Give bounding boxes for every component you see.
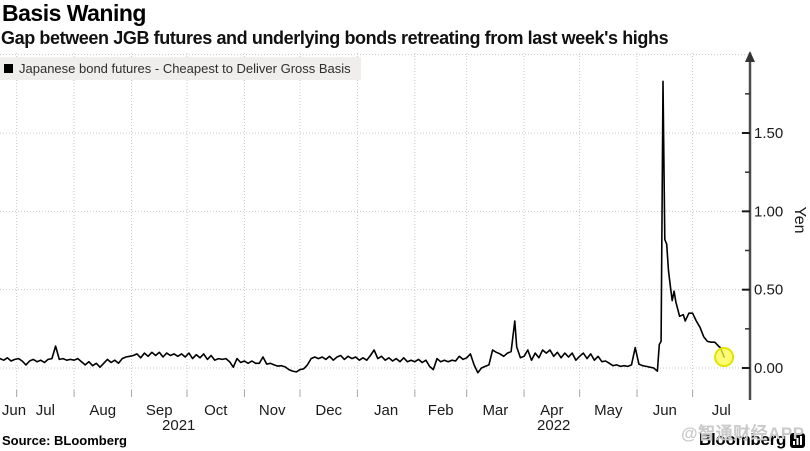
x-month-label: Apr <box>540 402 563 419</box>
x-year-label: 2022 <box>537 417 570 434</box>
bloomberg-logo: Bloomberg <box>699 430 806 450</box>
x-month-label: Jul <box>712 402 731 419</box>
x-month-label: Jun <box>2 402 26 419</box>
x-month-label: Aug <box>89 402 116 419</box>
chart-title: Basis Waning <box>2 0 146 26</box>
x-month-label: Jan <box>374 402 398 419</box>
bar-chart-icon <box>790 432 806 448</box>
y-tick-label: 1.00 <box>754 203 783 220</box>
x-month-label: Jun <box>653 402 677 419</box>
y-tick-label: 0.00 <box>754 360 783 377</box>
x-month-label: Sep <box>146 402 173 419</box>
x-month-label: Mar <box>482 402 508 419</box>
legend-swatch-icon <box>4 64 13 73</box>
watermark: @智通财经APP <box>681 424 805 443</box>
y-tick-label: 1.50 <box>754 125 783 142</box>
y-axis-arrow-icon <box>745 51 755 62</box>
bloomberg-logo-text: Bloomberg <box>699 430 787 449</box>
latest-point-marker <box>714 347 735 368</box>
y-axis-title: Yen <box>791 207 808 234</box>
source-note: Source: BLoomberg <box>2 433 127 448</box>
x-month-label: Oct <box>204 402 228 419</box>
legend: Japanese bond futures - Cheapest to Deli… <box>0 57 361 80</box>
chart-subtitle: Gap between JGB futures and underlying b… <box>1 28 669 48</box>
x-month-label: Jul <box>36 402 55 419</box>
x-month-label: Nov <box>259 402 286 419</box>
x-month-label: Dec <box>315 402 342 419</box>
x-year-label: 2021 <box>162 417 195 434</box>
y-tick-label: 0.50 <box>754 282 783 299</box>
x-month-label: Feb <box>428 402 454 419</box>
series-line <box>0 80 725 374</box>
x-month-label: May <box>594 402 623 419</box>
legend-label: Japanese bond futures - Cheapest to Deli… <box>19 61 351 76</box>
